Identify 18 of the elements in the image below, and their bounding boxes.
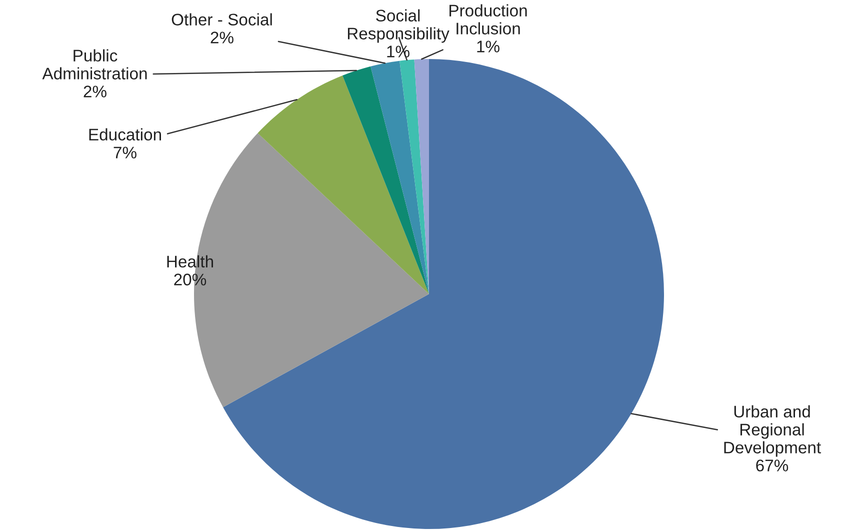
pie-slice	[258, 76, 429, 294]
data-label: 20%	[174, 274, 206, 286]
data-label: 2%	[210, 32, 234, 44]
data-label: 67%	[756, 460, 788, 472]
slice-label: Public Administration	[42, 49, 147, 80]
slice-label: Social Responsibility	[348, 9, 450, 43]
pie-slice	[400, 59, 429, 294]
pie-slice	[223, 59, 664, 529]
data-label: 1%	[477, 40, 500, 52]
slice-label: Education	[89, 128, 161, 140]
pie-slice	[342, 66, 429, 294]
slice-label: Production Inclusion	[450, 4, 527, 34]
slice-label: Other - Social	[172, 13, 272, 26]
slice-label: Urban and Regional Development	[724, 405, 821, 457]
data-label: 2%	[84, 86, 106, 98]
data-label: 7%	[114, 146, 136, 158]
pie-slice	[370, 60, 429, 294]
slice-label: Health	[167, 255, 214, 268]
